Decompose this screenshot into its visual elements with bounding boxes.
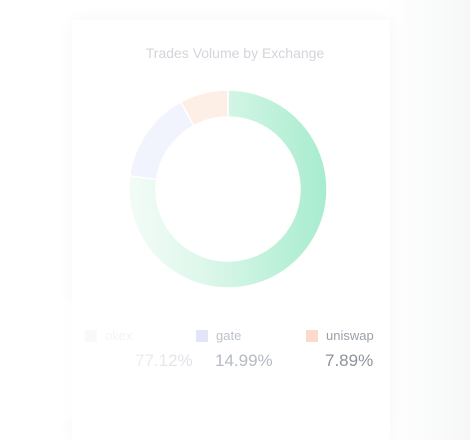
legend-item-gate[interactable]: gate 14.99% (196, 326, 316, 386)
legend-item-okex[interactable]: okex 77.12% (85, 326, 205, 386)
chart-title: Trades Volume by Exchange (145, 45, 325, 61)
legend-label-uniswap: uniswap (326, 328, 374, 343)
chart-legend: okex 77.12% gate 14.99% uniswap 7.89% (60, 326, 440, 386)
legend-key-okex (85, 330, 97, 342)
legend-key-uniswap (306, 330, 318, 342)
legend-key-gate (196, 330, 208, 342)
legend-percent-uniswap: 7.89% (325, 351, 374, 370)
donut-slice-gate[interactable] (129, 100, 195, 181)
donut-slice-uniswap[interactable] (179, 89, 229, 127)
donut-slice-okex[interactable] (128, 89, 328, 289)
legend-label-gate: gate (216, 328, 242, 343)
legend-percent-gate: 14.99% (215, 351, 273, 370)
legend-item-uniswap[interactable]: uniswap 7.89% (306, 326, 426, 386)
legend-label-okex: okex (105, 328, 133, 343)
legend-percent-okex: 77.12% (135, 351, 193, 370)
